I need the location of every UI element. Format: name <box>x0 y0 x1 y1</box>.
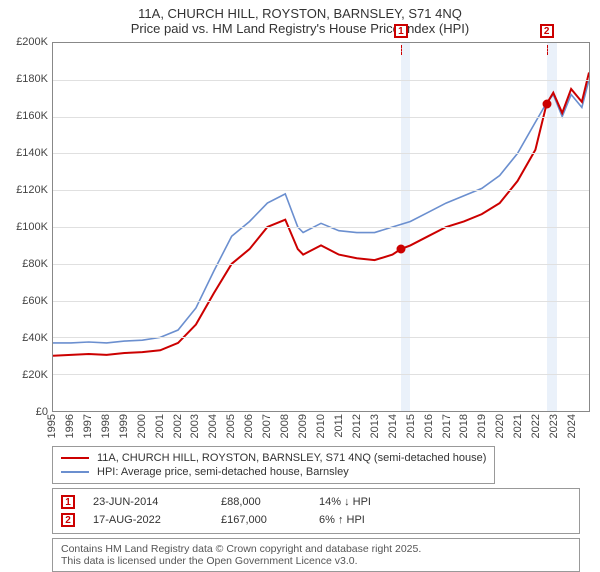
x-tick-label: 2006 <box>243 414 255 438</box>
gridline <box>53 264 589 265</box>
attribution: Contains HM Land Registry data © Crown c… <box>52 538 580 572</box>
gridline <box>53 227 589 228</box>
sale-row-price: £88,000 <box>221 496 301 508</box>
sale-row-number: 1 <box>61 495 75 509</box>
x-tick-label: 2018 <box>458 414 470 438</box>
sale-row-date: 17-AUG-2022 <box>93 514 203 526</box>
y-tick-label: £200K <box>16 36 48 48</box>
y-tick-label: £20K <box>22 369 48 381</box>
x-tick-label: 2020 <box>494 414 506 438</box>
sales-table: 1 23-JUN-2014 £88,000 14% ↓ HPI 2 17-AUG-2022… <box>52 488 580 534</box>
x-tick-label: 2016 <box>423 414 435 438</box>
sale-marker-tick <box>547 45 548 55</box>
gridline <box>53 374 589 375</box>
x-axis: 1995199619971998199920002001200220032004… <box>52 412 590 444</box>
legend-series: 11A, CHURCH HILL, ROYSTON, BARNSLEY, S71… <box>52 446 495 484</box>
x-tick-label: 2023 <box>548 414 560 438</box>
x-tick-label: 1998 <box>100 414 112 438</box>
y-axis: £0£20K£40K£60K£80K£100K£120K£140K£160K£1… <box>10 42 52 412</box>
legend-swatch <box>61 471 89 473</box>
y-tick-label: £60K <box>22 295 48 307</box>
x-tick-label: 2002 <box>172 414 184 438</box>
x-tick-label: 2021 <box>512 414 524 438</box>
x-tick-label: 2001 <box>154 414 166 438</box>
gridline <box>53 190 589 191</box>
attribution-line1: Contains HM Land Registry data © Crown c… <box>61 543 571 555</box>
x-tick-label: 1995 <box>46 414 58 438</box>
sale-marker-dot <box>542 99 551 108</box>
sale-row-pct: 14% ↓ HPI <box>319 496 429 508</box>
sale-row-price: £167,000 <box>221 514 301 526</box>
chart-title: 11A, CHURCH HILL, ROYSTON, BARNSLEY, S71… <box>10 6 590 36</box>
x-tick-label: 2015 <box>405 414 417 438</box>
gridline <box>53 153 589 154</box>
gridline <box>53 80 589 81</box>
chart-container: 11A, CHURCH HILL, ROYSTON, BARNSLEY, S71… <box>0 0 600 560</box>
gridline <box>53 117 589 118</box>
sale-row: 1 23-JUN-2014 £88,000 14% ↓ HPI <box>61 493 571 511</box>
x-tick-label: 2012 <box>351 414 363 438</box>
legend-row: 11A, CHURCH HILL, ROYSTON, BARNSLEY, S71… <box>61 451 486 465</box>
x-tick-label: 2013 <box>369 414 381 438</box>
x-tick-label: 1997 <box>82 414 94 438</box>
sale-marker-box: 2 <box>540 24 554 38</box>
x-tick-label: 2011 <box>333 414 345 438</box>
sale-row: 2 17-AUG-2022 £167,000 6% ↑ HPI <box>61 511 571 529</box>
x-tick-label: 2009 <box>297 414 309 438</box>
x-tick-label: 2019 <box>476 414 488 438</box>
gridline <box>53 337 589 338</box>
x-tick-label: 2000 <box>136 414 148 438</box>
x-tick-label: 2005 <box>225 414 237 438</box>
x-tick-label: 2024 <box>566 414 578 438</box>
x-tick-label: 1996 <box>64 414 76 438</box>
legend-swatch <box>61 457 89 459</box>
series-hpi <box>53 80 589 343</box>
y-tick-label: £140K <box>16 147 48 159</box>
series-price-paid <box>53 72 589 355</box>
title-description: Price paid vs. HM Land Registry's House … <box>10 21 590 36</box>
x-tick-label: 2014 <box>387 414 399 438</box>
plot-area: £0£20K£40K£60K£80K£100K£120K£140K£160K£1… <box>10 42 590 412</box>
y-tick-label: £120K <box>16 184 48 196</box>
attribution-line2: This data is licensed under the Open Gov… <box>61 555 571 567</box>
x-tick-label: 2017 <box>441 414 453 438</box>
legend-label: HPI: Average price, semi-detached house,… <box>97 466 349 478</box>
x-tick-label: 2004 <box>207 414 219 438</box>
title-address: 11A, CHURCH HILL, ROYSTON, BARNSLEY, S71… <box>10 6 590 21</box>
y-tick-label: £160K <box>16 110 48 122</box>
sale-row-number: 2 <box>61 513 75 527</box>
gridline <box>53 301 589 302</box>
sale-marker-box: 1 <box>394 24 408 38</box>
x-tick-label: 2010 <box>315 414 327 438</box>
sale-row-date: 23-JUN-2014 <box>93 496 203 508</box>
sale-row-pct: 6% ↑ HPI <box>319 514 429 526</box>
x-tick-label: 2008 <box>279 414 291 438</box>
sale-marker-tick <box>401 45 402 55</box>
legend-label: 11A, CHURCH HILL, ROYSTON, BARNSLEY, S71… <box>97 452 486 464</box>
y-tick-label: £80K <box>22 258 48 270</box>
x-tick-label: 2022 <box>530 414 542 438</box>
x-tick-label: 2007 <box>261 414 273 438</box>
sale-marker-dot <box>396 245 405 254</box>
y-tick-label: £40K <box>22 332 48 344</box>
y-tick-label: £100K <box>16 221 48 233</box>
legend-row: HPI: Average price, semi-detached house,… <box>61 465 486 479</box>
plot: 12 <box>52 42 590 412</box>
x-tick-label: 1999 <box>118 414 130 438</box>
x-tick-label: 2003 <box>189 414 201 438</box>
y-tick-label: £180K <box>16 73 48 85</box>
